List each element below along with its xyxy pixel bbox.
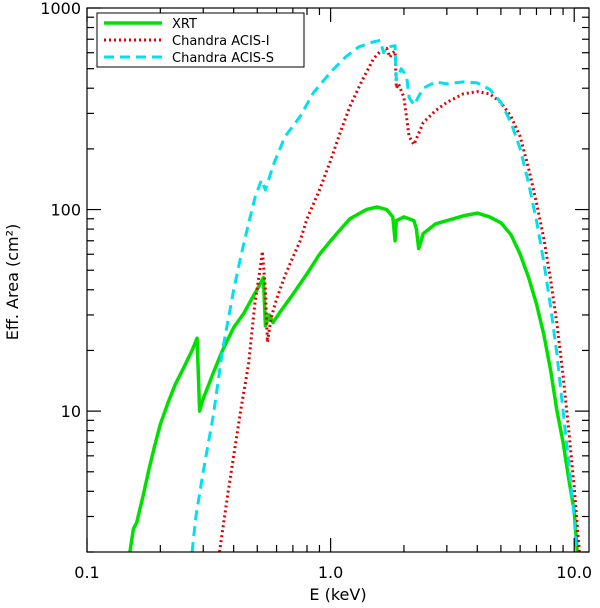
series-layer bbox=[128, 39, 581, 552]
y-axis-label: Eff. Area (cm²) bbox=[3, 224, 22, 341]
x-tick-label: 0.1 bbox=[74, 563, 99, 582]
plot-frame bbox=[86, 7, 590, 553]
y-tick-label: 1000 bbox=[40, 0, 81, 18]
axis-ticks bbox=[86, 7, 589, 553]
tick-labels: 0.1 1.0 10.0 10 100 1000 bbox=[40, 0, 592, 582]
x-tick-label: 10.0 bbox=[556, 563, 592, 582]
x-axis-label: E (keV) bbox=[309, 585, 366, 604]
legend-entries: XRT Chandra ACIS-I Chandra ACIS-S bbox=[104, 17, 274, 66]
series-line-xrt bbox=[128, 205, 580, 552]
x-tick-label: 1.0 bbox=[318, 563, 343, 582]
legend: XRT Chandra ACIS-I Chandra ACIS-S bbox=[96, 12, 305, 68]
legend-label-xrt: XRT bbox=[172, 17, 197, 32]
series-line-chandra-acis-i bbox=[218, 46, 581, 552]
series-line-chandra-acis-s bbox=[190, 39, 578, 552]
y-tick-label: 100 bbox=[50, 201, 81, 220]
legend-label-chandra-acis-s: Chandra ACIS-S bbox=[172, 51, 274, 66]
legend-label-chandra-acis-i: Chandra ACIS-I bbox=[172, 34, 270, 49]
y-tick-label: 10 bbox=[61, 402, 81, 421]
